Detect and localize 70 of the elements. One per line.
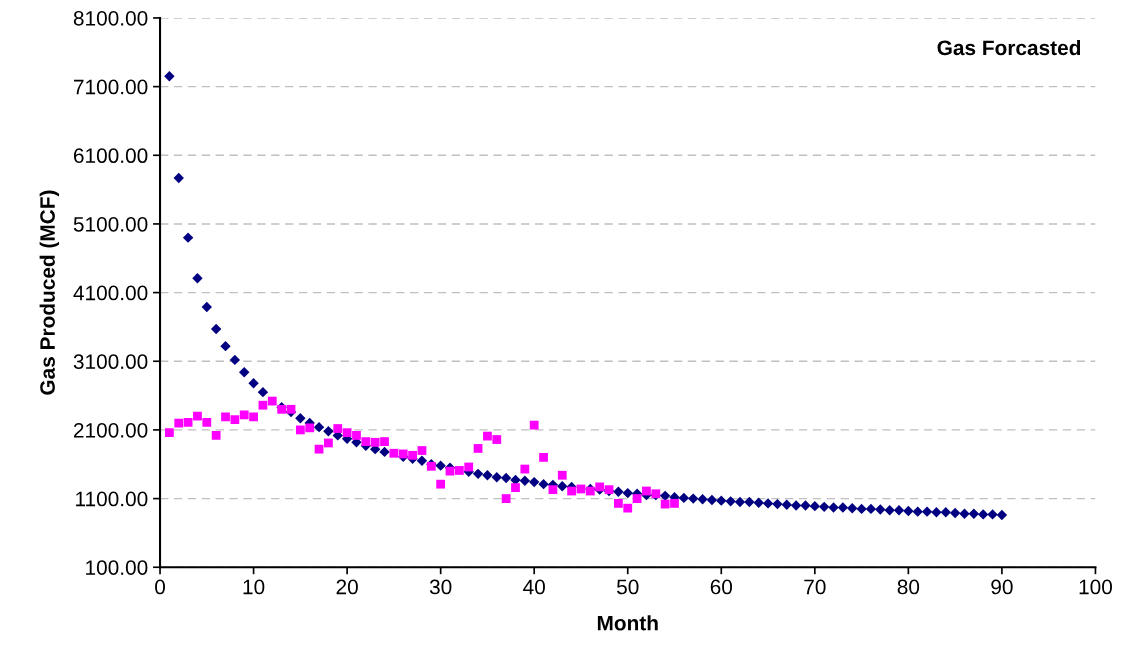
point bbox=[445, 466, 455, 476]
point bbox=[295, 425, 305, 435]
point bbox=[305, 423, 315, 433]
point bbox=[324, 438, 333, 448]
point bbox=[389, 448, 399, 458]
point bbox=[230, 415, 240, 425]
y-tick-label: 100.00 bbox=[86, 560, 148, 575]
y-tick-label: 6100.00 bbox=[73, 148, 148, 164]
point bbox=[548, 485, 558, 495]
point bbox=[567, 486, 577, 496]
y-tick-label: 1100.00 bbox=[76, 491, 148, 507]
point bbox=[174, 418, 184, 428]
point bbox=[249, 412, 258, 422]
x-tick-label: 70 bbox=[804, 579, 826, 595]
point bbox=[473, 444, 483, 453]
point bbox=[483, 431, 492, 441]
text: Gas Forcasted bbox=[937, 39, 1081, 56]
point bbox=[183, 417, 193, 427]
x-tick-label: 20 bbox=[336, 579, 358, 595]
point bbox=[632, 494, 642, 503]
y-tick-label: 7100.00 bbox=[74, 79, 148, 95]
point bbox=[165, 428, 174, 438]
y-tick-label: 3100.00 bbox=[73, 354, 148, 370]
point bbox=[380, 437, 389, 446]
point bbox=[333, 424, 343, 433]
y-axis-title: Gas Produced (MCF) bbox=[39, 190, 60, 395]
point bbox=[557, 470, 567, 480]
point bbox=[501, 494, 511, 503]
point bbox=[221, 412, 230, 422]
x-tick-label: 80 bbox=[897, 579, 920, 595]
x-tick-label: 50 bbox=[616, 579, 639, 595]
point bbox=[464, 462, 474, 472]
point bbox=[642, 486, 651, 496]
point bbox=[454, 466, 464, 475]
point bbox=[660, 499, 670, 509]
y-tick-label: 8100.00 bbox=[73, 10, 148, 26]
x-tick-label: 10 bbox=[243, 579, 265, 595]
x-tick-label: 40 bbox=[523, 579, 545, 595]
point bbox=[408, 450, 417, 460]
point bbox=[361, 437, 371, 446]
point bbox=[417, 446, 427, 455]
point bbox=[342, 428, 352, 438]
x-tick-label: 60 bbox=[710, 579, 733, 595]
point bbox=[193, 411, 202, 421]
y-tick-label: 2100.00 bbox=[73, 422, 148, 438]
point bbox=[529, 420, 539, 430]
y-tick-label: 4100.00 bbox=[73, 285, 148, 301]
point bbox=[258, 400, 268, 410]
point bbox=[314, 444, 324, 454]
point bbox=[511, 483, 520, 492]
point bbox=[520, 464, 530, 474]
x-tick-label: 100 bbox=[1079, 579, 1113, 595]
x-tick-label: 90 bbox=[991, 579, 1013, 595]
point bbox=[539, 453, 548, 462]
point bbox=[286, 404, 296, 414]
point bbox=[436, 479, 446, 489]
point bbox=[670, 499, 679, 508]
point bbox=[352, 431, 361, 440]
point bbox=[202, 417, 212, 427]
point bbox=[492, 435, 502, 444]
x-tick-label: 30 bbox=[429, 579, 452, 595]
x-tick-label: 0 bbox=[155, 579, 166, 595]
x-axis-title: Month bbox=[597, 615, 658, 631]
y-tick-label: 5100.00 bbox=[73, 216, 148, 232]
point bbox=[239, 410, 249, 420]
point bbox=[613, 499, 623, 508]
point bbox=[623, 503, 633, 513]
point bbox=[267, 396, 277, 406]
point bbox=[370, 437, 380, 447]
point bbox=[211, 431, 221, 440]
